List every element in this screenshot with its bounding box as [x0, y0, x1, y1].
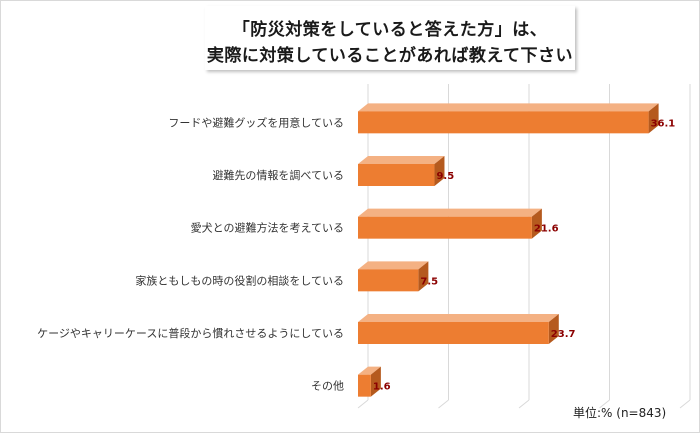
value-label: 36.1 — [651, 118, 676, 129]
category-label: その他 — [311, 380, 344, 393]
floor-gridline — [679, 399, 691, 409]
floor-gridline — [357, 399, 369, 409]
bar-top-face — [358, 314, 559, 322]
category-label: 家族ともしもの時の役割の相談をしている — [135, 273, 344, 287]
bar-side-face — [531, 208, 542, 239]
floor-gridline — [599, 399, 610, 409]
bar-side-face — [418, 261, 429, 292]
bar-top-face — [358, 208, 542, 217]
chart-title-box: 「防災対策をしていると答えた方」は、 実際に対策していることがあれば教えて下さい — [205, 6, 575, 70]
bar — [358, 216, 532, 239]
bar — [358, 374, 371, 397]
bar-top-face — [358, 156, 445, 164]
bar-side-face — [370, 366, 381, 397]
value-label: 9.5 — [436, 171, 454, 182]
bar-side-face — [434, 156, 445, 186]
bar-side-face — [548, 314, 559, 344]
category-label: フードや避難グッズを用意している — [168, 115, 344, 129]
bar-side-face — [648, 103, 659, 134]
value-label: 23.7 — [551, 329, 576, 340]
bar-top-face — [358, 103, 659, 112]
category-label: ケージやキャリーケースに普段から慣れさせるようにしている — [37, 326, 344, 340]
bar — [358, 164, 435, 186]
bar-top-face — [358, 261, 429, 270]
category-label: 愛犬との避難方法を考えている — [191, 221, 344, 235]
bar — [358, 269, 419, 292]
value-label: 7.5 — [420, 276, 438, 287]
value-label: 21.6 — [534, 224, 559, 235]
floor-gridline — [518, 399, 530, 409]
unit-note: 単位:% (n=843) — [573, 406, 667, 420]
bar — [358, 111, 649, 134]
floor-gridline — [438, 399, 449, 409]
bar — [358, 322, 549, 344]
bar-top-face — [358, 366, 381, 375]
chart-title-line-2: 実際に対策していることがあれば教えて下さい — [206, 46, 574, 66]
value-label: 1.6 — [373, 382, 391, 393]
category-label: 避難先の情報を調べている — [212, 168, 344, 182]
chart-title-line-1: 「防災対策をしていると答えた方」は、 — [232, 20, 548, 40]
